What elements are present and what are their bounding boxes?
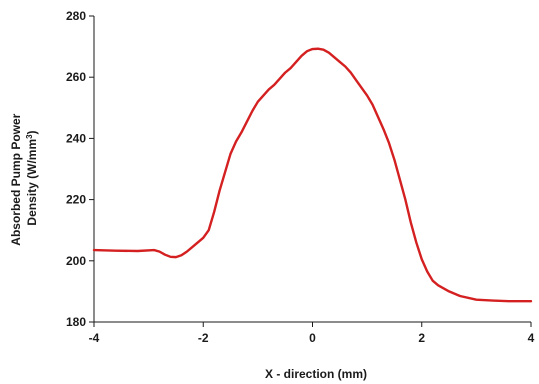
y-axis-label-line2-suffix: ) — [25, 130, 39, 134]
y-axis-label-line1: Absorbed Pump Power — [9, 113, 23, 245]
y-axis-label-line2: Density (W/mm3) — [25, 130, 40, 225]
series-line-0 — [92, 47, 533, 303]
x-tick-label-0: 0 — [309, 331, 316, 345]
y-tick-label-180: 180 — [66, 315, 86, 329]
y-axis-label: Absorbed Pump Power Density (W/mm3) — [9, 110, 39, 245]
labels-layer: X - direction (mm) Absorbed Pump Power D… — [9, 110, 367, 381]
x-axis-label: X - direction (mm) — [265, 367, 367, 381]
y-axis-label-superscript: 3 — [25, 134, 34, 139]
x-tick-label-2: 2 — [418, 331, 425, 345]
y-tick-label-220: 220 — [66, 193, 86, 207]
y-tick-label-260: 260 — [66, 70, 86, 84]
x-tick-label--4: -4 — [89, 331, 100, 345]
axes: 180 200 220 240 260 280 -4 -2 0 2 4 — [66, 9, 535, 345]
y-tick-label-200: 200 — [66, 254, 86, 268]
x-tick-label-4: 4 — [528, 331, 535, 345]
y-axis-label-line2-prefix: Density (W/mm — [25, 139, 39, 226]
series-layer — [92, 47, 533, 303]
y-tick-label-280: 280 — [66, 9, 86, 23]
y-tick-label-240: 240 — [66, 131, 86, 145]
x-tick-label--2: -2 — [198, 331, 209, 345]
